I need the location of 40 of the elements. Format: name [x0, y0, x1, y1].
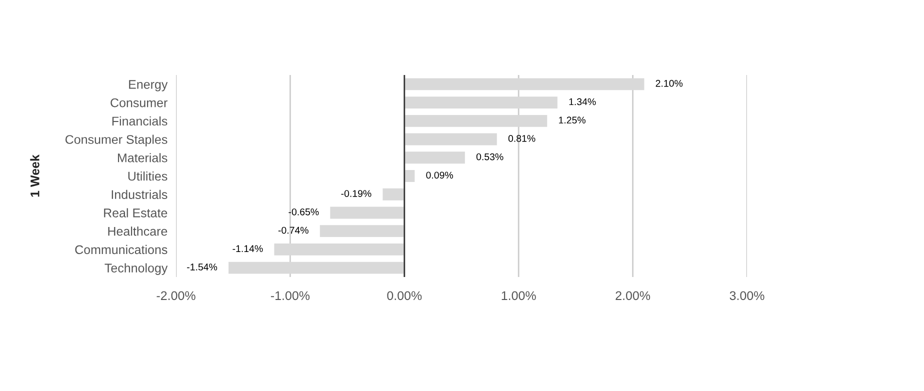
- data-label: -0.74%: [278, 226, 308, 234]
- data-label: 0.09%: [426, 172, 454, 179]
- x-tick-label: 2.00%: [616, 291, 650, 300]
- bar: [404, 96, 558, 109]
- data-label: 0.53%: [476, 153, 504, 160]
- y-axis-title: 1 Week: [30, 154, 40, 197]
- bar: [404, 114, 548, 127]
- data-label: -0.19%: [341, 190, 372, 197]
- y-tick-label: Healthcare: [108, 226, 168, 236]
- bar: [382, 188, 404, 200]
- x-tick-label: 0.00%: [387, 291, 422, 300]
- bar: [228, 262, 404, 274]
- data-label: 1.34%: [569, 98, 596, 106]
- data-label: 2.10%: [656, 80, 683, 87]
- y-tick-label: Real Estate: [104, 208, 168, 218]
- y-tick-label: Consumer Staples: [65, 134, 168, 146]
- y-tick-label: Industrials: [112, 190, 168, 200]
- bar: [320, 225, 404, 238]
- x-tick-label: 1.00%: [502, 291, 536, 300]
- y-tick-label: Energy: [129, 80, 168, 92]
- data-label: 0.81%: [508, 135, 536, 142]
- bar: [274, 243, 404, 256]
- data-label: -1.54%: [187, 264, 218, 270]
- bar: [330, 206, 404, 219]
- y-tick-label: Utilities: [128, 171, 168, 181]
- y-tick-label: Technology: [104, 263, 168, 275]
- data-label: -0.65%: [288, 208, 319, 216]
- data-label: -1.14%: [232, 245, 263, 252]
- x-tick-label: 3.00%: [730, 291, 764, 300]
- y-tick-label: Materials: [118, 153, 168, 162]
- bar: [404, 152, 465, 164]
- y-tick-label: Financials: [112, 116, 168, 126]
- x-tick-label: -2.00%: [156, 291, 196, 300]
- x-tick-label: -1.00%: [270, 291, 310, 300]
- y-tick-label: Communications: [75, 244, 168, 254]
- bar: [404, 170, 415, 182]
- bar: [404, 78, 644, 90]
- data-label: 1.25%: [559, 116, 586, 124]
- y-tick-label: Consumer: [110, 98, 168, 108]
- bar: [404, 133, 497, 146]
